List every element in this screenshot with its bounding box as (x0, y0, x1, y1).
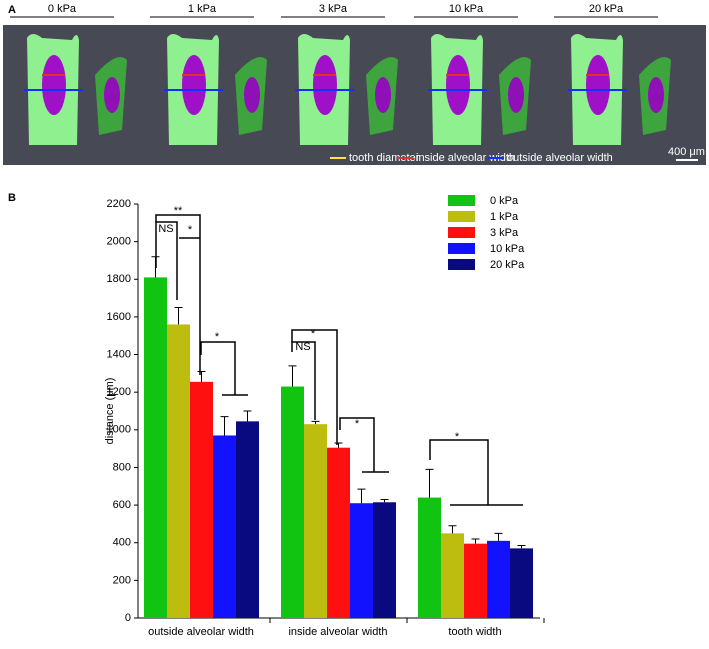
panel-label: B (8, 192, 16, 204)
error-bar (448, 525, 457, 534)
y-tick-label: 400 (113, 537, 131, 549)
significance-label: * (455, 431, 460, 443)
error-bar (220, 416, 229, 436)
significance-bracket (291, 341, 316, 420)
condition-label: 20 kPa (589, 3, 624, 15)
socket-core (508, 77, 524, 113)
legend-swatch (448, 227, 475, 238)
error-bar (243, 410, 252, 422)
y-tick-label: 1000 (107, 424, 131, 436)
error-bar (357, 488, 366, 504)
y-tick-label: 2200 (107, 198, 131, 210)
condition-label: 3 kPa (319, 3, 348, 15)
bar (350, 503, 373, 618)
error-bar (197, 370, 206, 382)
bar (418, 497, 441, 618)
y-tick-label: 200 (113, 574, 131, 586)
tooth-core (446, 55, 470, 115)
bar (190, 381, 213, 618)
significance-bracket (155, 221, 178, 300)
significance-bracket (339, 417, 389, 473)
socket-core (375, 77, 391, 113)
legend-label: outside alveolar width (507, 152, 613, 164)
y-tick-label: 1800 (107, 273, 131, 285)
socket-core (648, 77, 664, 113)
tooth-core (586, 55, 610, 115)
socket-core (244, 77, 260, 113)
error-bar (517, 545, 526, 549)
condition-label: 1 kPa (188, 3, 217, 15)
x-tick-label: outside alveolar width (148, 626, 254, 638)
legend-label: tooth diameter (349, 152, 420, 164)
scale-bar-label: 400 μm (668, 146, 705, 158)
y-tick-label: 1400 (107, 348, 131, 360)
x-tick-label: inside alveolar width (288, 626, 387, 638)
legend-swatch (448, 195, 475, 206)
error-bar (471, 538, 480, 544)
y-tick-label: 1600 (107, 311, 131, 323)
legend-label: inside alveolar width (416, 152, 515, 164)
legend-swatch (448, 259, 475, 270)
legend-label: 3 kPa (490, 227, 519, 239)
y-tick-label: 800 (113, 461, 131, 473)
bar (487, 540, 510, 618)
error-bar (334, 442, 343, 448)
socket-core (104, 77, 120, 113)
error-bar (494, 532, 503, 541)
error-bar (311, 420, 320, 425)
significance-bracket (200, 341, 248, 396)
significance-label: NS (295, 341, 310, 353)
bar (236, 421, 259, 618)
tooth-core (182, 55, 206, 115)
significance-bracket (155, 214, 201, 375)
bar (281, 386, 304, 618)
legend-label: 0 kPa (490, 195, 519, 207)
error-bar (288, 365, 297, 387)
y-tick-label: 1200 (107, 386, 131, 398)
legend-label: 20 kPa (490, 259, 525, 271)
tooth-core (42, 55, 66, 115)
significance-label: * (311, 328, 316, 340)
bar (373, 502, 396, 618)
bar (327, 447, 350, 618)
bar (464, 543, 487, 618)
significance-label: ** (174, 205, 183, 217)
error-bar (425, 468, 434, 498)
bar (510, 548, 533, 618)
significance-label: NS (158, 223, 173, 235)
bar (144, 277, 167, 618)
bar (167, 324, 190, 618)
significance-label: * (215, 331, 220, 343)
error-bar (174, 307, 183, 325)
y-tick-label: 0 (125, 612, 131, 624)
significance-label: * (355, 418, 360, 430)
bar (441, 533, 464, 618)
bar (304, 424, 327, 618)
y-tick-label: 600 (113, 499, 131, 511)
bar (213, 435, 236, 618)
tooth-core (313, 55, 337, 115)
legend-swatch (448, 243, 475, 254)
panel-label: A (8, 4, 16, 16)
legend-swatch (448, 211, 475, 222)
legend-label: 10 kPa (490, 243, 525, 255)
condition-label: 10 kPa (449, 3, 484, 15)
significance-bracket (291, 329, 338, 445)
y-tick-label: 2000 (107, 236, 131, 248)
x-tick-label: tooth width (448, 626, 501, 638)
legend-label: 1 kPa (490, 211, 519, 223)
y-axis-label: distance (μm) (104, 378, 116, 445)
condition-label: 0 kPa (48, 3, 77, 15)
significance-bracket (429, 439, 523, 506)
significance-label: * (188, 224, 193, 236)
error-bar (380, 498, 389, 503)
